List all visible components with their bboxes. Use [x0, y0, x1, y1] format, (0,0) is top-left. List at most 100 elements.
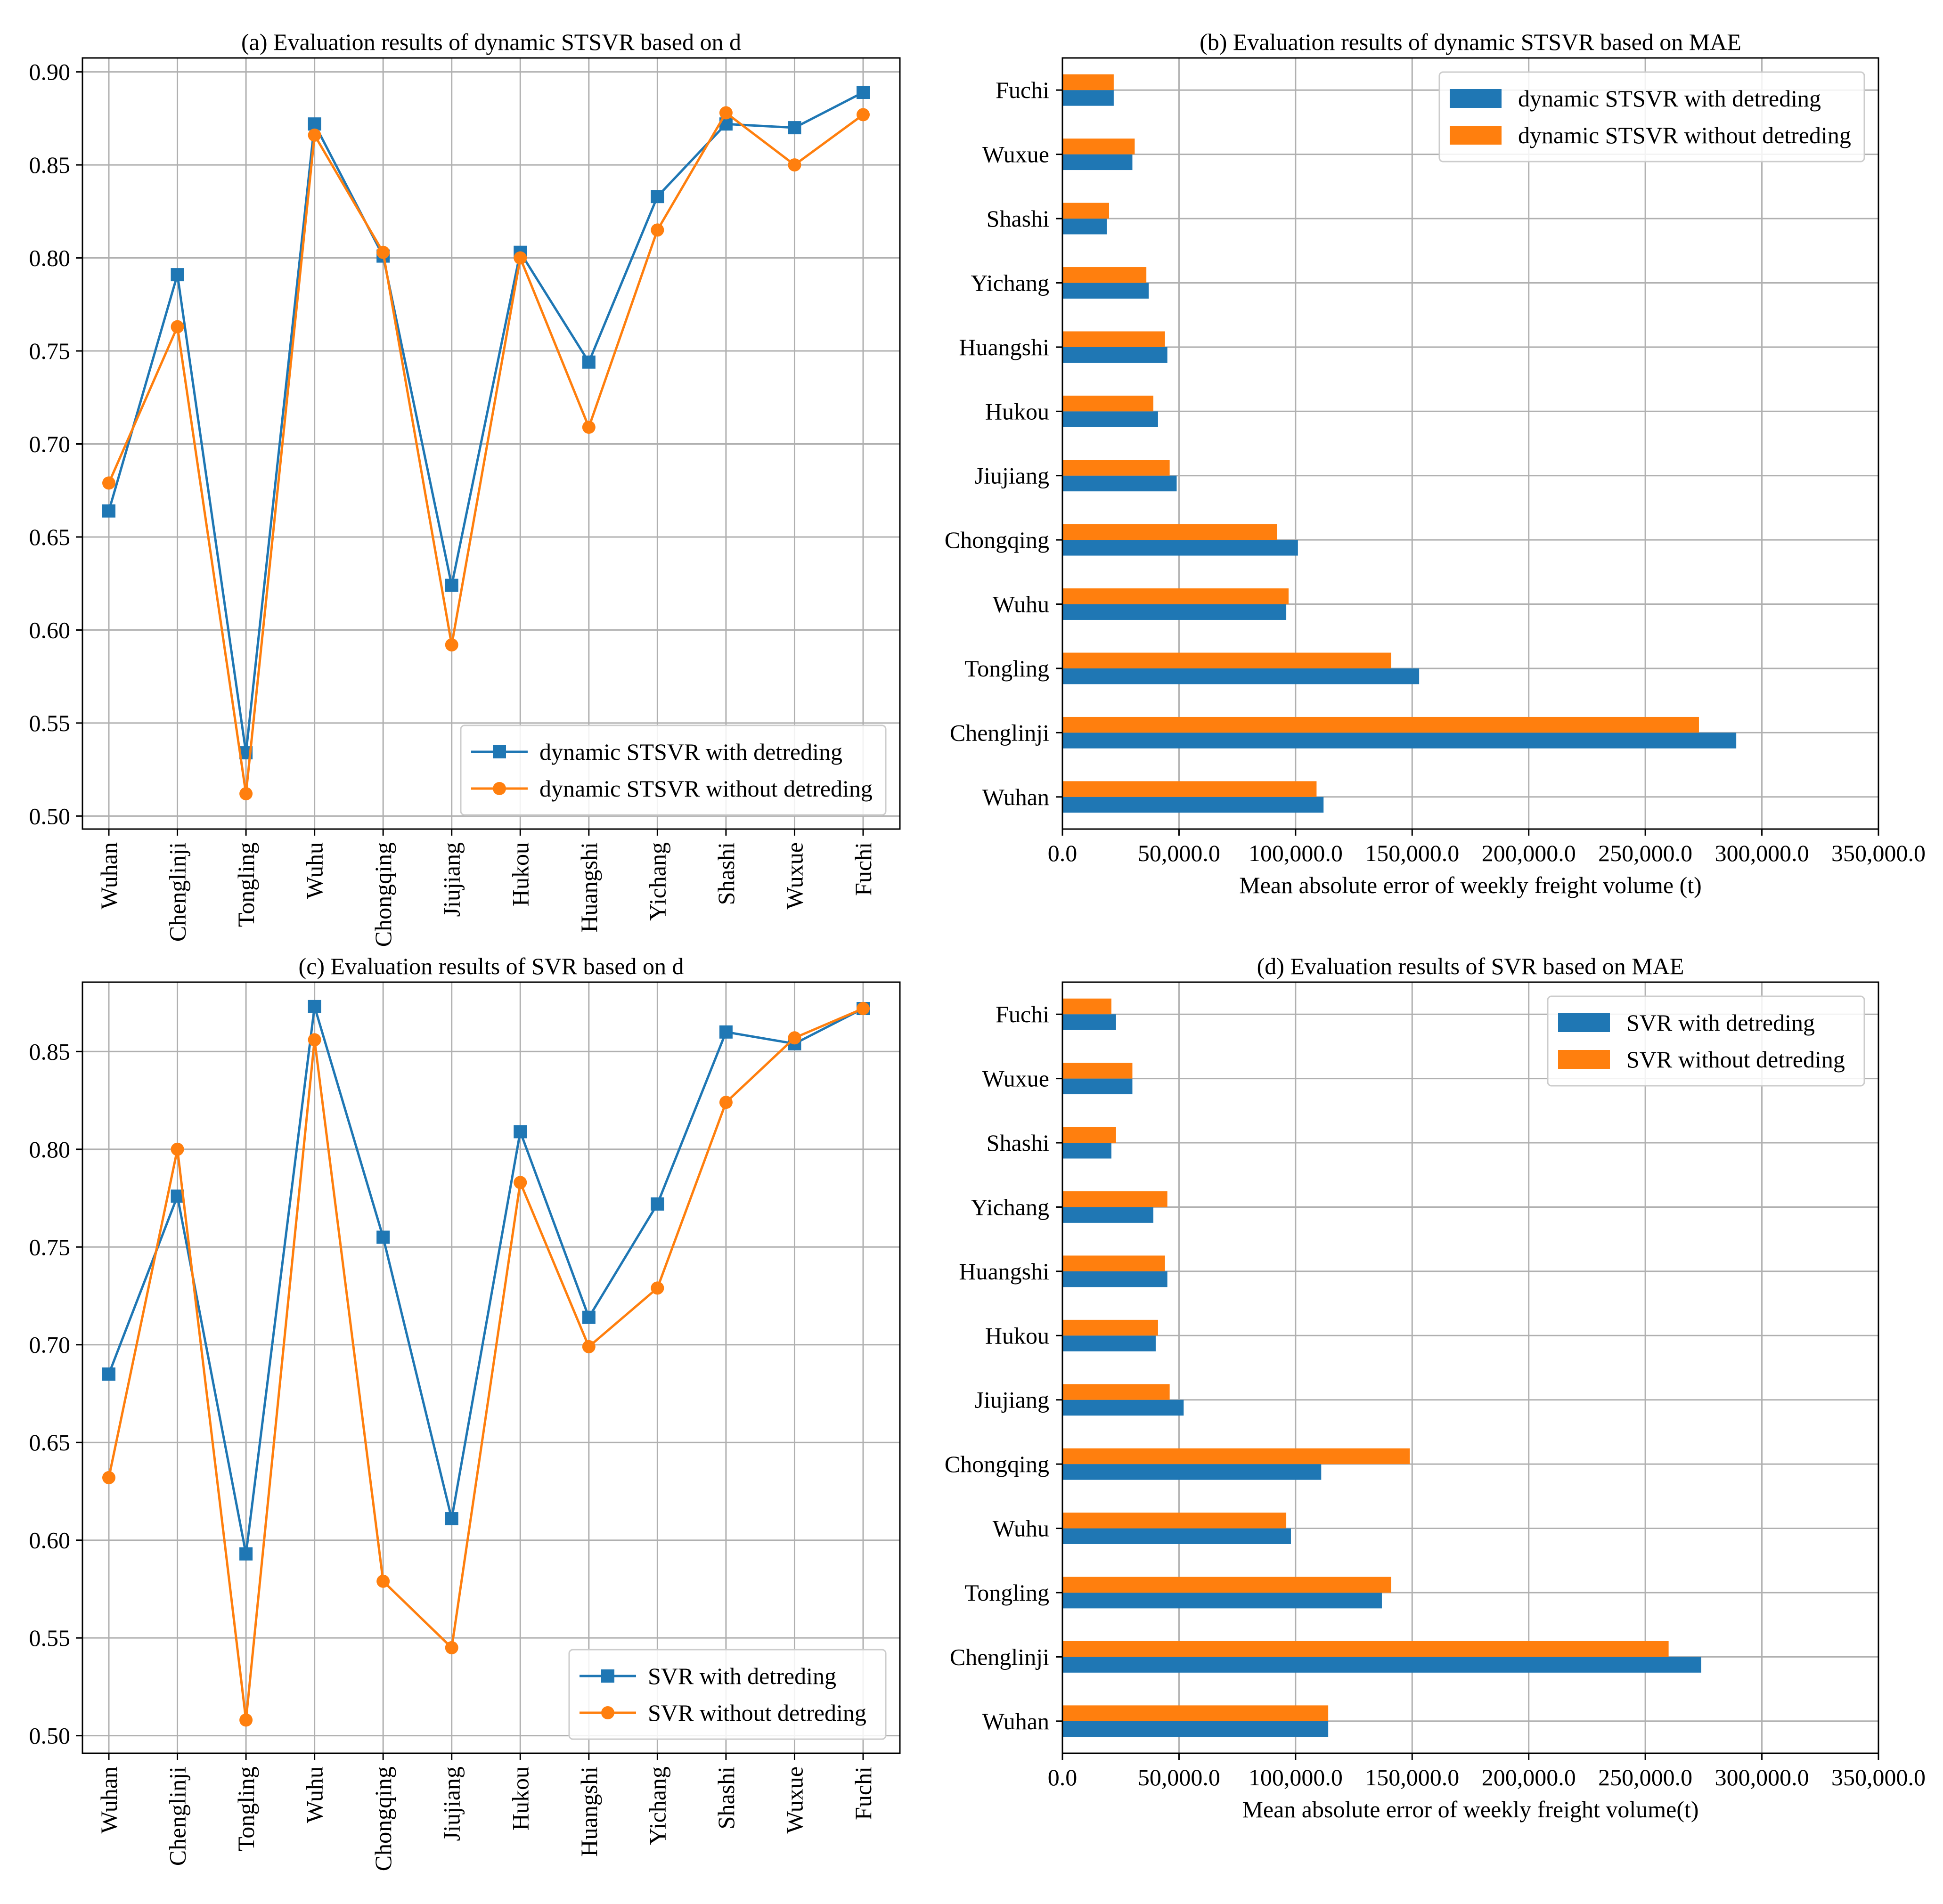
y-tick-label: Wuhu	[993, 591, 1049, 618]
bar	[1062, 797, 1324, 813]
y-tick-label: 0.55	[29, 710, 71, 736]
legend-marker	[493, 745, 506, 758]
legend-frame	[568, 1649, 887, 1740]
data-point	[102, 1471, 115, 1484]
data-point	[582, 355, 596, 369]
data-point	[651, 190, 664, 203]
x-tick-label: Wuxue	[781, 1766, 808, 1833]
bar	[1062, 732, 1737, 749]
data-point	[171, 1142, 184, 1156]
y-tick-label: Chenglinji	[950, 719, 1049, 746]
legend-swatch	[1558, 1013, 1610, 1032]
bar	[1062, 395, 1153, 412]
y-tick-label: Chongqing	[945, 1451, 1049, 1477]
bar	[1062, 1641, 1669, 1657]
series-1	[102, 86, 870, 760]
x-tick-label: Fuchi	[850, 842, 876, 896]
y-tick-label: 0.50	[29, 1723, 71, 1749]
x-tick-label: Wuhan	[96, 842, 122, 909]
bar	[1062, 1143, 1111, 1159]
y-tick-label: 0.50	[29, 803, 71, 829]
data-point	[445, 578, 458, 592]
bar	[1062, 1705, 1329, 1721]
data-point	[719, 1025, 733, 1039]
bar	[1062, 1448, 1410, 1465]
bar	[1062, 524, 1277, 540]
chart-b: Wuhan Chenglinji Tongling Wuhu Chongqing Jiuj…	[945, 29, 1926, 898]
data-point	[376, 1230, 390, 1244]
bar	[1062, 1191, 1167, 1207]
y-tick-label: Huangshi	[959, 1258, 1049, 1285]
data-point	[308, 1033, 321, 1047]
plot-frame	[82, 981, 901, 1754]
y-tick-label: 0.70	[29, 431, 71, 457]
data-point	[102, 1367, 115, 1381]
bar	[1062, 1400, 1184, 1416]
legend-marker	[601, 1669, 614, 1683]
y-tick-label: 0.80	[29, 245, 71, 271]
data-point	[445, 1512, 458, 1526]
x-axis-label: Mean absolute error of weekly freight vo…	[1242, 1796, 1698, 1823]
y-tick-label: Wuhan	[982, 784, 1049, 810]
x-tick-label: 150,000.0	[1365, 840, 1459, 866]
data-point	[857, 1002, 870, 1016]
data-point	[788, 1031, 801, 1045]
x-tick-label: Chongqing	[370, 842, 396, 947]
x-tick-label: 100,000.0	[1249, 1764, 1343, 1790]
data-point	[376, 1574, 390, 1588]
x-tick-label: Huangshi	[576, 1766, 602, 1857]
x-tick-label: Chenglinji	[164, 842, 191, 942]
chart-a: 0.50 0.55 0.60 0.65 0.70 0.75 0.80 0.85 0.90 Wuha…	[29, 29, 901, 947]
series-1	[1062, 1014, 1701, 1737]
y-tick-label: Chenglinji	[950, 1644, 1049, 1670]
x-tick-label: Chenglinji	[164, 1766, 191, 1866]
bar	[1062, 716, 1699, 733]
data-point	[719, 106, 733, 120]
series-line	[107, 1007, 864, 1721]
y-tick-label: 0.60	[29, 617, 71, 643]
y-tick-label: Tongling	[964, 655, 1049, 682]
bar	[1062, 998, 1111, 1015]
x-tick-label: Yichang	[644, 842, 670, 921]
data-point	[582, 1310, 596, 1324]
legend-item: dynamic STSVR with detreding	[1450, 85, 1821, 112]
x-tick-label: 100,000.0	[1249, 840, 1343, 866]
legend-item: SVR without detreding	[1558, 1046, 1845, 1073]
x-tick-label: Wuxue	[781, 842, 808, 909]
x-tick-label: 350,000.0	[1831, 1764, 1926, 1790]
bar	[1062, 74, 1114, 90]
series-line	[107, 91, 864, 754]
bar	[1062, 1014, 1116, 1030]
bar	[1062, 781, 1317, 797]
y-tick-label: Hukou	[985, 398, 1049, 424]
x-tick-label: 0.0	[1048, 1764, 1078, 1790]
data-point	[171, 320, 184, 334]
y-tick-label: Wuhan	[982, 1708, 1049, 1734]
bar	[1062, 1207, 1153, 1223]
x-tick-label: Tongling	[233, 1766, 259, 1851]
x-tick-label: Wuhan	[96, 1766, 122, 1833]
y-tick-label: Fuchi	[996, 77, 1049, 103]
x-tick-label: 200,000.0	[1482, 1764, 1576, 1790]
bar	[1062, 1464, 1322, 1480]
bar	[1062, 411, 1158, 427]
bar	[1062, 1528, 1291, 1544]
bar	[1062, 90, 1114, 106]
series-2	[102, 1002, 870, 1727]
legend-label: dynamic STSVR without detreding	[1518, 122, 1851, 148]
legend-swatch	[1450, 89, 1502, 108]
bar	[1062, 1592, 1382, 1609]
x-axis-label: Mean absolute error of weekly freight vo…	[1239, 872, 1702, 898]
y-tick-label: 0.55	[29, 1625, 71, 1651]
legend: dynamic STSVR with detreding dynamic STSV…	[1438, 71, 1865, 163]
y-tick-label: 0.60	[29, 1527, 71, 1554]
x-tick-label: Jiujiang	[439, 842, 465, 917]
plot-frame	[1061, 57, 1879, 830]
bar	[1062, 1577, 1391, 1593]
data-point	[651, 1281, 664, 1295]
y-tick-label: Huangshi	[959, 334, 1049, 360]
series-line	[107, 112, 864, 795]
legend-label: SVR without detreding	[1626, 1046, 1845, 1073]
bar	[1062, 1078, 1133, 1095]
data-point	[102, 476, 115, 490]
